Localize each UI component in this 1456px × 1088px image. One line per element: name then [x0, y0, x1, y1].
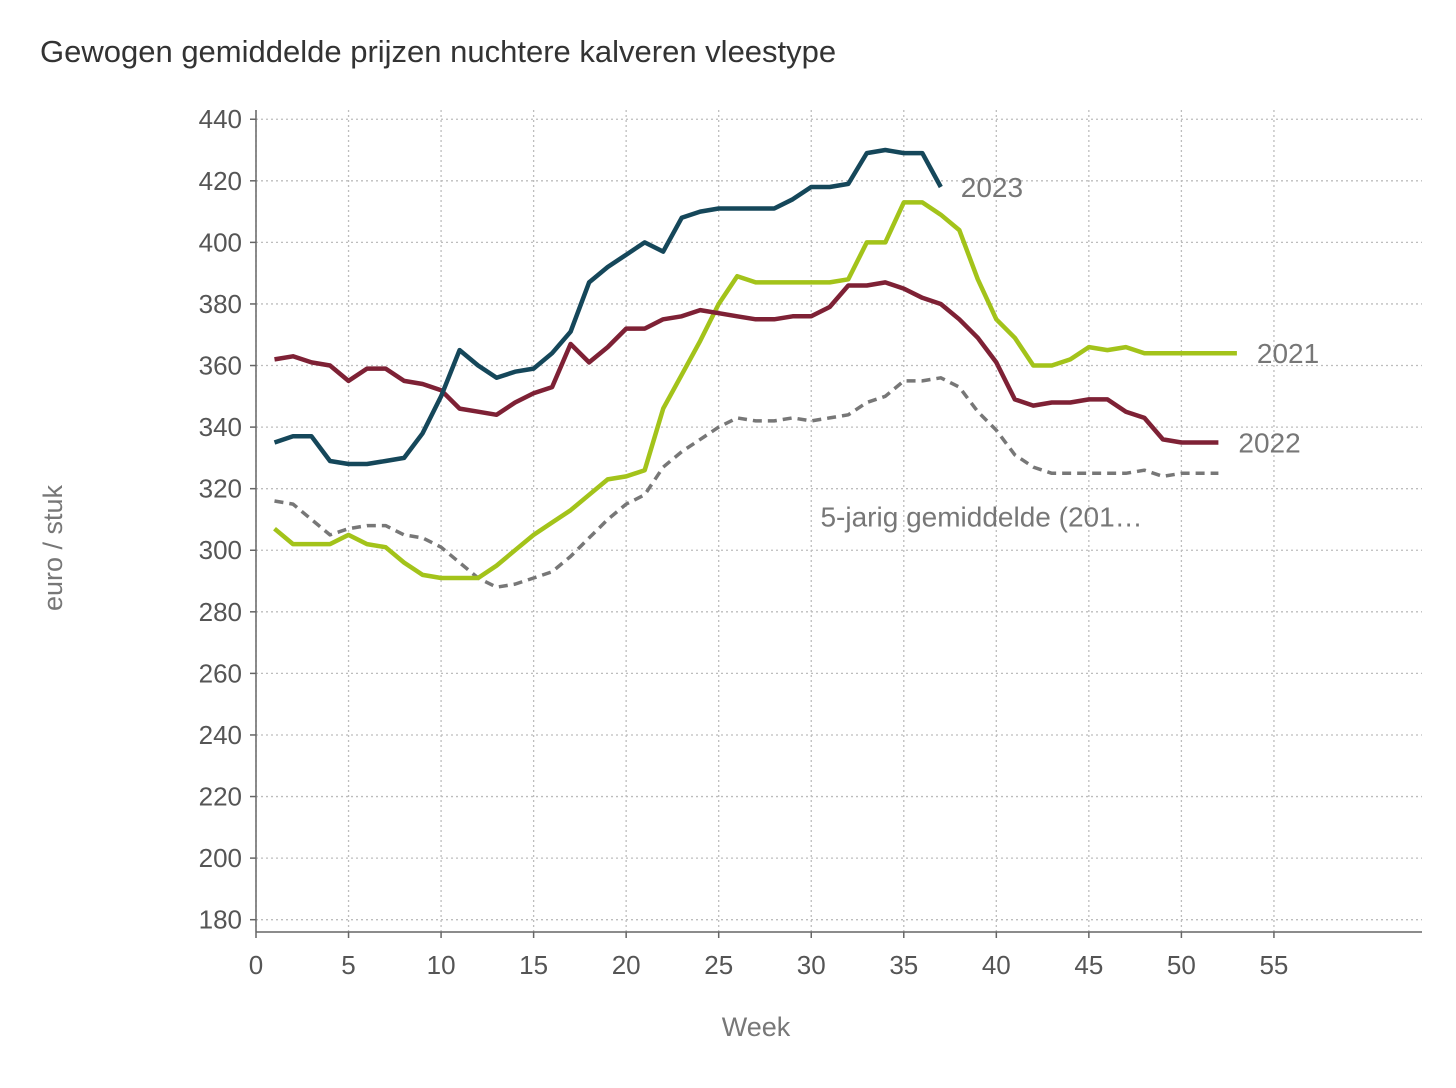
series-label-2022: 2022: [1238, 427, 1300, 458]
y-tick-label: 420: [199, 166, 242, 196]
x-tick-label: 45: [1074, 950, 1103, 980]
y-tick-label: 440: [199, 104, 242, 134]
y-tick-label: 400: [199, 227, 242, 257]
y-axis-title: euro / stuk: [38, 484, 68, 611]
y-tick-label: 360: [199, 351, 242, 381]
axes: 0 5 10 15 20 25 30 35 40 45 50 55 180 200 220 240 260 280…: [199, 104, 1422, 980]
series-line-five-year-average: [274, 376, 1219, 589]
series-line-2022: [274, 280, 1219, 445]
x-tick-label: 15: [519, 950, 548, 980]
x-axis-title: Week: [722, 1012, 791, 1042]
x-tick-label: 25: [704, 950, 733, 980]
y-tick-label: 220: [199, 782, 242, 812]
x-tick-label: 20: [612, 950, 641, 980]
y-tick-label: 300: [199, 535, 242, 565]
y-tick-label: 180: [199, 905, 242, 935]
y-tick-label: 200: [199, 843, 242, 873]
x-tick-label: 0: [249, 950, 263, 980]
x-tick-label: 50: [1167, 950, 1196, 980]
x-tick-label: 55: [1259, 950, 1288, 980]
x-tick-label: 35: [889, 950, 918, 980]
x-tick-label: 10: [427, 950, 456, 980]
series-label-2021: 2021: [1257, 338, 1319, 369]
y-tick-label: 320: [199, 474, 242, 504]
series-line-2023: [273, 147, 943, 467]
chart-title: Gewogen gemiddelde prijzen nuchtere kalv…: [40, 34, 837, 69]
y-tick-label: 380: [199, 289, 242, 319]
y-tick-label: 280: [199, 597, 242, 627]
series-label-2023: 2023: [961, 172, 1023, 203]
series-line-2021: [273, 200, 1237, 581]
series-lines: [273, 147, 1237, 589]
x-tick-label: 30: [797, 950, 826, 980]
series-label-five-year-average: 5-jarig gemiddelde (201…: [820, 501, 1142, 532]
x-tick-label: 5: [341, 950, 355, 980]
y-tick-label: 240: [199, 720, 242, 750]
series-labels: 5-jarig gemiddelde (201… 2021 2022 2023: [820, 172, 1319, 532]
y-tick-label: 340: [199, 412, 242, 442]
grid: [255, 110, 1422, 932]
y-tick-label: 260: [199, 658, 242, 688]
x-tick-label: 40: [982, 950, 1011, 980]
